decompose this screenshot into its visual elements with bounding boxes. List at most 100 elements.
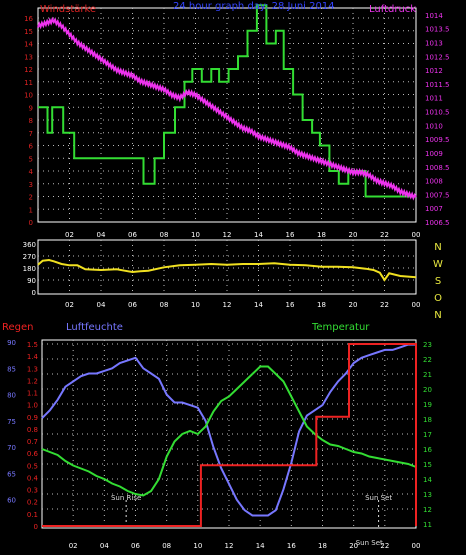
wind-tick-label: 12: [24, 66, 33, 74]
humidity-tick-label: 85: [7, 365, 16, 373]
panel-1-frame: [37, 7, 417, 223]
panel-1-x-ticks: 02 04 06 08 10 12 14 16 18 20 22 00: [65, 231, 420, 239]
temperature-tick-label: 13: [423, 491, 432, 499]
temperature-axis-ticks: 11 12 13 14 15 16 17 18 19 20 21 22 23: [423, 341, 432, 529]
rain-tick-label: 0.8: [27, 426, 38, 434]
x-tick-label: 10: [193, 542, 202, 550]
direction-axis-ticks: 0 90 180 270 360: [23, 241, 36, 297]
rain-tick-label: 0.2: [27, 499, 38, 507]
pressure-tick-label: 1009.5: [425, 136, 450, 144]
panel-2-x-ticks: 02 04 06 08 10 12 14 16 18 20 22 00: [65, 301, 420, 309]
luftdruck-line: [37, 16, 417, 201]
panel-3-frame: [41, 339, 417, 529]
wind-tick-label: 2: [29, 194, 33, 202]
x-tick-label: 18: [317, 301, 326, 309]
x-tick-label: 08: [162, 542, 171, 550]
compass-label: W: [433, 259, 443, 270]
direction-tick-label: 360: [23, 241, 36, 249]
compass-label: S: [435, 276, 441, 287]
humidity-tick-label: 60: [7, 497, 16, 505]
pressure-tick-label: 1007: [425, 205, 443, 213]
x-tick-label: 22: [380, 301, 389, 309]
x-tick-label: 06: [128, 301, 137, 309]
sun-marker-label: Sun Rise: [111, 494, 141, 502]
wind-tick-label: 0: [29, 219, 33, 227]
wind-tick-label: 7: [29, 130, 33, 138]
rain-tick-label: 0.9: [27, 414, 38, 422]
pressure-tick-label: 1008.5: [425, 164, 450, 172]
x-tick-label: 06: [131, 542, 140, 550]
temperature-tick-label: 21: [423, 371, 432, 379]
x-tick-label: 20: [349, 231, 358, 239]
wind-tick-label: 8: [29, 117, 33, 125]
wind-tick-label: 14: [24, 41, 33, 49]
x-tick-label: 08: [160, 301, 169, 309]
rain-axis-ticks: 0 0.1 0.2 0.3 0.4 0.5 0.6 0.7 0.8 0.9 1.0 1.1 1.2 1.3…: [27, 341, 39, 531]
x-tick-label: 02: [69, 542, 78, 550]
rain-tick-label: 0.5: [27, 462, 38, 470]
pressure-tick-label: 1007.5: [425, 191, 450, 199]
rain-tick-label: 0.1: [27, 511, 38, 519]
humidity-tick-label: 70: [7, 444, 16, 452]
wind-tick-label: 1: [29, 206, 33, 214]
wind-tick-label: 3: [29, 181, 33, 189]
temperature-tick-label: 15: [423, 461, 432, 469]
series-windstaerke: [38, 4, 416, 198]
label-windstaerke: Windstärke: [40, 4, 96, 15]
x-tick-label: 10: [191, 301, 200, 309]
label-luftfeuchte: Luftfeuchte: [66, 322, 123, 333]
humidity-tick-label: 75: [7, 418, 16, 426]
wind-tick-label: 15: [24, 28, 33, 36]
pressure-tick-label: 1012.5: [425, 53, 450, 61]
x-tick-label: 02: [65, 301, 74, 309]
compass-label: N: [434, 310, 441, 321]
x-tick-label: 04: [97, 301, 106, 309]
wind-tick-label: 16: [24, 15, 33, 23]
x-tick-label: 10: [191, 231, 200, 239]
pressure-tick-label: 1013: [425, 40, 443, 48]
humidity-tick-label: 80: [7, 392, 16, 400]
pressure-tick-label: 1010: [425, 122, 443, 130]
series-temperatur: [41, 365, 417, 497]
pressure-tick-label: 1006.5: [425, 219, 450, 227]
x-tick-label: 16: [286, 301, 295, 309]
x-tick-label: 20: [349, 542, 358, 550]
wind-tick-label: 9: [29, 104, 33, 112]
temperature-tick-label: 12: [423, 506, 432, 514]
x-tick-label: 02: [65, 231, 74, 239]
x-tick-label: 20: [349, 301, 358, 309]
x-tick-label: 00: [412, 542, 421, 550]
direction-tick-label: 180: [23, 265, 36, 273]
rain-tick-label: 0.6: [27, 450, 39, 458]
x-tick-label: 22: [380, 231, 389, 239]
rain-tick-label: 1.1: [27, 390, 38, 398]
panel-3-x-ticks: 02 04 06 08 10 12 14 16 18 20 22 00: [69, 542, 421, 550]
chart-title: 24 hour graph day: 28.Juni 2014: [173, 1, 335, 12]
temperature-tick-label: 19: [423, 401, 432, 409]
x-tick-label: 12: [223, 301, 232, 309]
x-tick-label: 18: [317, 231, 326, 239]
compass-label: O: [434, 293, 442, 304]
direction-tick-label: 270: [23, 253, 36, 261]
rain-tick-label: 1.4: [27, 353, 39, 361]
wind-tick-label: 5: [29, 155, 33, 163]
temperature-tick-label: 14: [423, 476, 432, 484]
x-tick-label: 14: [254, 301, 263, 309]
label-temperatur: Temperatur: [311, 322, 370, 333]
rain-tick-label: 1.5: [27, 341, 38, 349]
panel-3-grid: [42, 340, 416, 528]
pressure-tick-label: 1010.5: [425, 109, 450, 117]
compass-label: N: [434, 242, 441, 253]
pressure-tick-label: 1012: [425, 67, 443, 75]
sun-marker-label: Sun Set: [365, 494, 392, 502]
label-regen: Regen: [2, 322, 34, 333]
humidity-tick-label: 65: [7, 470, 16, 478]
rain-tick-label: 0.3: [27, 487, 38, 495]
rain-tick-label: 1.3: [27, 365, 38, 373]
rain-tick-label: 1.2: [27, 377, 38, 385]
